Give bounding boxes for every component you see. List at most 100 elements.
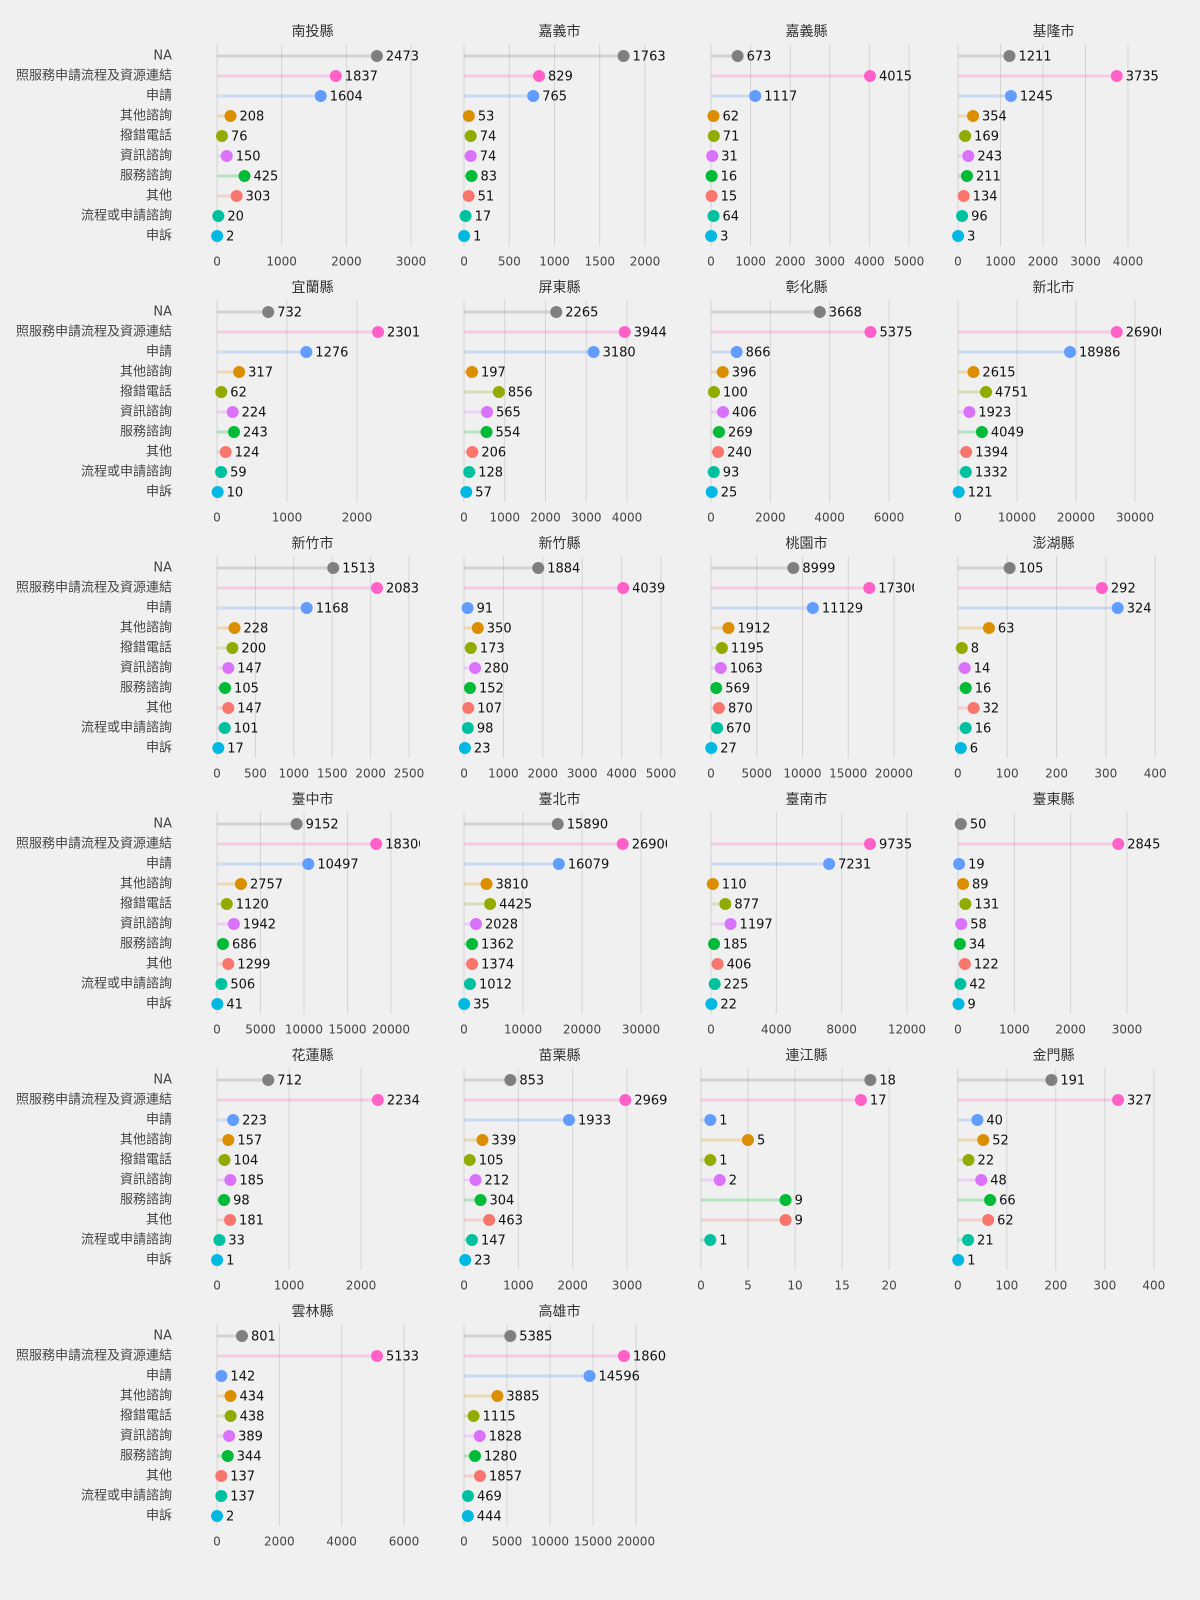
value-label: 48 (990, 1174, 1007, 1189)
category-label: 其他諮詢 (120, 364, 172, 380)
x-tick-label: 0 (954, 511, 962, 525)
category-label: 申請 (146, 345, 172, 360)
value-label: 9 (795, 1194, 803, 1209)
category-label: 服務諮詢 (120, 168, 172, 184)
category-label: 服務諮詢 (120, 680, 172, 696)
dot (469, 918, 482, 930)
value-label: 197 (481, 366, 506, 381)
value-label: 673 (747, 50, 772, 65)
x-tick-label: 2000 (346, 1279, 377, 1293)
dot (480, 426, 493, 438)
dot (466, 958, 479, 970)
x-tick-label: 30000 (622, 1023, 660, 1037)
dot (464, 642, 477, 654)
value-label: 4015 (879, 70, 912, 85)
x-tick-label: 3000 (567, 767, 598, 781)
value-label: 829 (548, 70, 573, 85)
dot (219, 682, 232, 694)
dot (955, 642, 968, 654)
value-label: 1374 (481, 958, 514, 973)
dot (952, 486, 965, 498)
value-label: 181 (239, 1214, 264, 1229)
x-tick-label: 2000 (264, 1535, 295, 1549)
x-tick-label: 0 (213, 255, 221, 269)
dot (813, 306, 826, 318)
value-label: 1211 (1018, 50, 1051, 65)
dot (959, 130, 972, 142)
value-label: 50 (970, 818, 987, 833)
x-tick-label: 2000 (355, 767, 386, 781)
value-label: 33 (228, 1234, 245, 1249)
value-label: 15890 (567, 818, 608, 833)
dot (466, 938, 479, 950)
dot (219, 446, 232, 458)
value-label: 35 (473, 998, 490, 1013)
value-label: 1117 (764, 90, 797, 105)
x-tick-label: 0 (460, 1023, 468, 1037)
dot (327, 562, 340, 574)
value-label: 243 (977, 150, 1002, 165)
panel-marks: 1513 2083 1168 228 200 147 105 147 101 17 (212, 562, 419, 757)
value-label: 3735 (1126, 70, 1159, 85)
panel-title: 連江縣 (786, 1048, 828, 1064)
value-label: 2265 (565, 306, 598, 321)
dot (466, 366, 479, 378)
value-label: 1168 (316, 602, 349, 617)
dot (984, 1194, 997, 1206)
x-tick-label: 4000 (854, 255, 885, 269)
panel-title: 臺中市 (292, 791, 334, 808)
dot (854, 1094, 867, 1106)
dot (959, 898, 972, 910)
dot (704, 1154, 717, 1166)
value-label: 9735 (879, 838, 912, 853)
dot (958, 662, 971, 674)
dot (552, 858, 565, 870)
value-label: 866 (746, 346, 771, 361)
category-label: NA (153, 49, 172, 64)
panel-marks: 5385 18600 14596 3885 1115 1828 1280 1857 469 444 (461, 1330, 667, 1525)
dot (823, 858, 836, 870)
dot (952, 998, 965, 1010)
value-label: 105 (479, 1154, 504, 1169)
dot (476, 1134, 489, 1146)
panel-marks: 26900 18986 2615 4751 1923 4049 1394 1332 121 (952, 326, 1161, 501)
value-label: 317 (248, 366, 273, 381)
value-label: 62 (997, 1214, 1014, 1229)
category-label: 資訊諮詢 (120, 148, 172, 164)
dot (959, 722, 972, 734)
dot (462, 1490, 475, 1502)
dot (480, 878, 493, 890)
dot (262, 306, 275, 318)
x-tick-label: 0 (954, 767, 962, 781)
dot (717, 406, 730, 418)
value-label: 1280 (484, 1450, 517, 1465)
value-label: 40 (986, 1114, 1003, 1129)
value-label: 3180 (603, 346, 636, 361)
dot (960, 170, 973, 182)
category-label: 照服務申請流程及資源連結 (16, 581, 172, 596)
value-label: 11129 (822, 602, 863, 617)
dot (864, 1074, 877, 1086)
dot (952, 230, 965, 242)
panel-title: 臺北市 (539, 791, 581, 808)
category-label: 服務諮詢 (120, 1448, 172, 1464)
value-label: 7231 (838, 858, 871, 873)
dot (465, 1234, 478, 1246)
dot (864, 838, 877, 850)
dot (215, 1370, 228, 1382)
dot (223, 1430, 236, 1442)
dot (806, 602, 819, 614)
category-label: 流程或申請諮詢 (81, 976, 172, 992)
value-label: 1332 (975, 466, 1008, 481)
value-label: 14596 (599, 1370, 640, 1385)
x-tick-label: 5000 (741, 767, 772, 781)
category-label: 撥錯電話 (120, 1408, 172, 1424)
category-label: 照服務申請流程及資源連結 (16, 69, 172, 84)
value-label: 506 (230, 978, 255, 993)
x-tick-label: 0 (460, 1535, 468, 1549)
x-tick-label: 400 (1142, 1279, 1165, 1293)
value-label: 208 (239, 110, 264, 125)
